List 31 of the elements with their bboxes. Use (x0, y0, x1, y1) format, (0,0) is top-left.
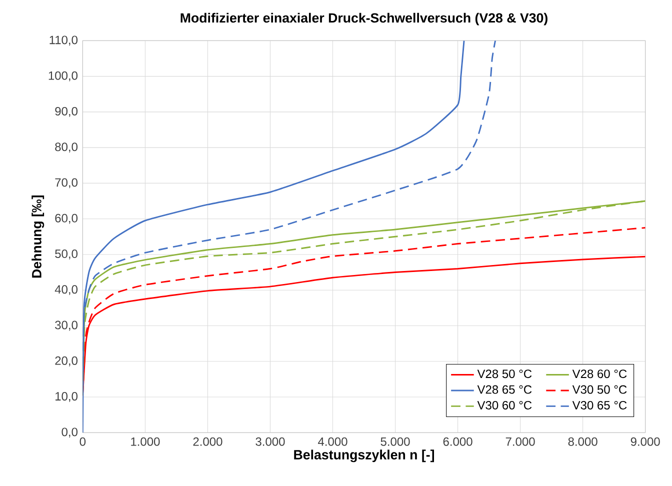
y-tick-label: 80,0 (55, 142, 78, 153)
x-tick-label: 1.000 (131, 437, 160, 446)
y-tick-label: 40,0 (54, 285, 78, 296)
y-tick-label: 100,0 (48, 71, 78, 82)
x-tick-label: 3.000 (256, 437, 285, 446)
legend-label: V30 50 °C (572, 385, 627, 394)
x-axis-title: Belastungszyklen n [-] (294, 450, 434, 462)
x-tick-label: 5.000 (380, 437, 410, 446)
y-tick-label: 0,0 (62, 428, 78, 438)
y-tick-label: 70,0 (55, 178, 78, 188)
y-tick-label: 20,0 (55, 356, 78, 366)
x-tick-label: 8.000 (568, 437, 598, 446)
legend-label: V28 60 °C (572, 370, 627, 378)
x-tick-label: 0 (80, 437, 86, 446)
y-tick-label: 60,0 (55, 214, 78, 224)
y-tick-label: 50,0 (55, 250, 78, 260)
legend-label: V30 65 °C (572, 400, 627, 410)
legend-label: V28 65 °C (477, 385, 532, 394)
y-tick-label: 90,0 (55, 106, 78, 117)
x-tick-label: 9.000 (630, 437, 660, 446)
y-tick-label: 110,0 (50, 36, 78, 46)
x-tick-label: 6.000 (443, 437, 472, 446)
x-tick-label: 4.000 (318, 437, 348, 446)
y-tick-label: 30,0 (55, 320, 78, 331)
y-axis-title: Dehnung [‰] (32, 196, 44, 278)
y-tick-label: 10,0 (56, 392, 78, 402)
legend-label: V30 60 °C (477, 400, 532, 410)
legend-label: V28 50 °C (477, 370, 532, 378)
x-tick-label: 7.000 (506, 437, 535, 446)
x-tick-label: 2.000 (193, 437, 222, 446)
chart-title: Modifizierter einaxialer Druck-Schwellversuch (V28 & V30) (180, 12, 548, 26)
